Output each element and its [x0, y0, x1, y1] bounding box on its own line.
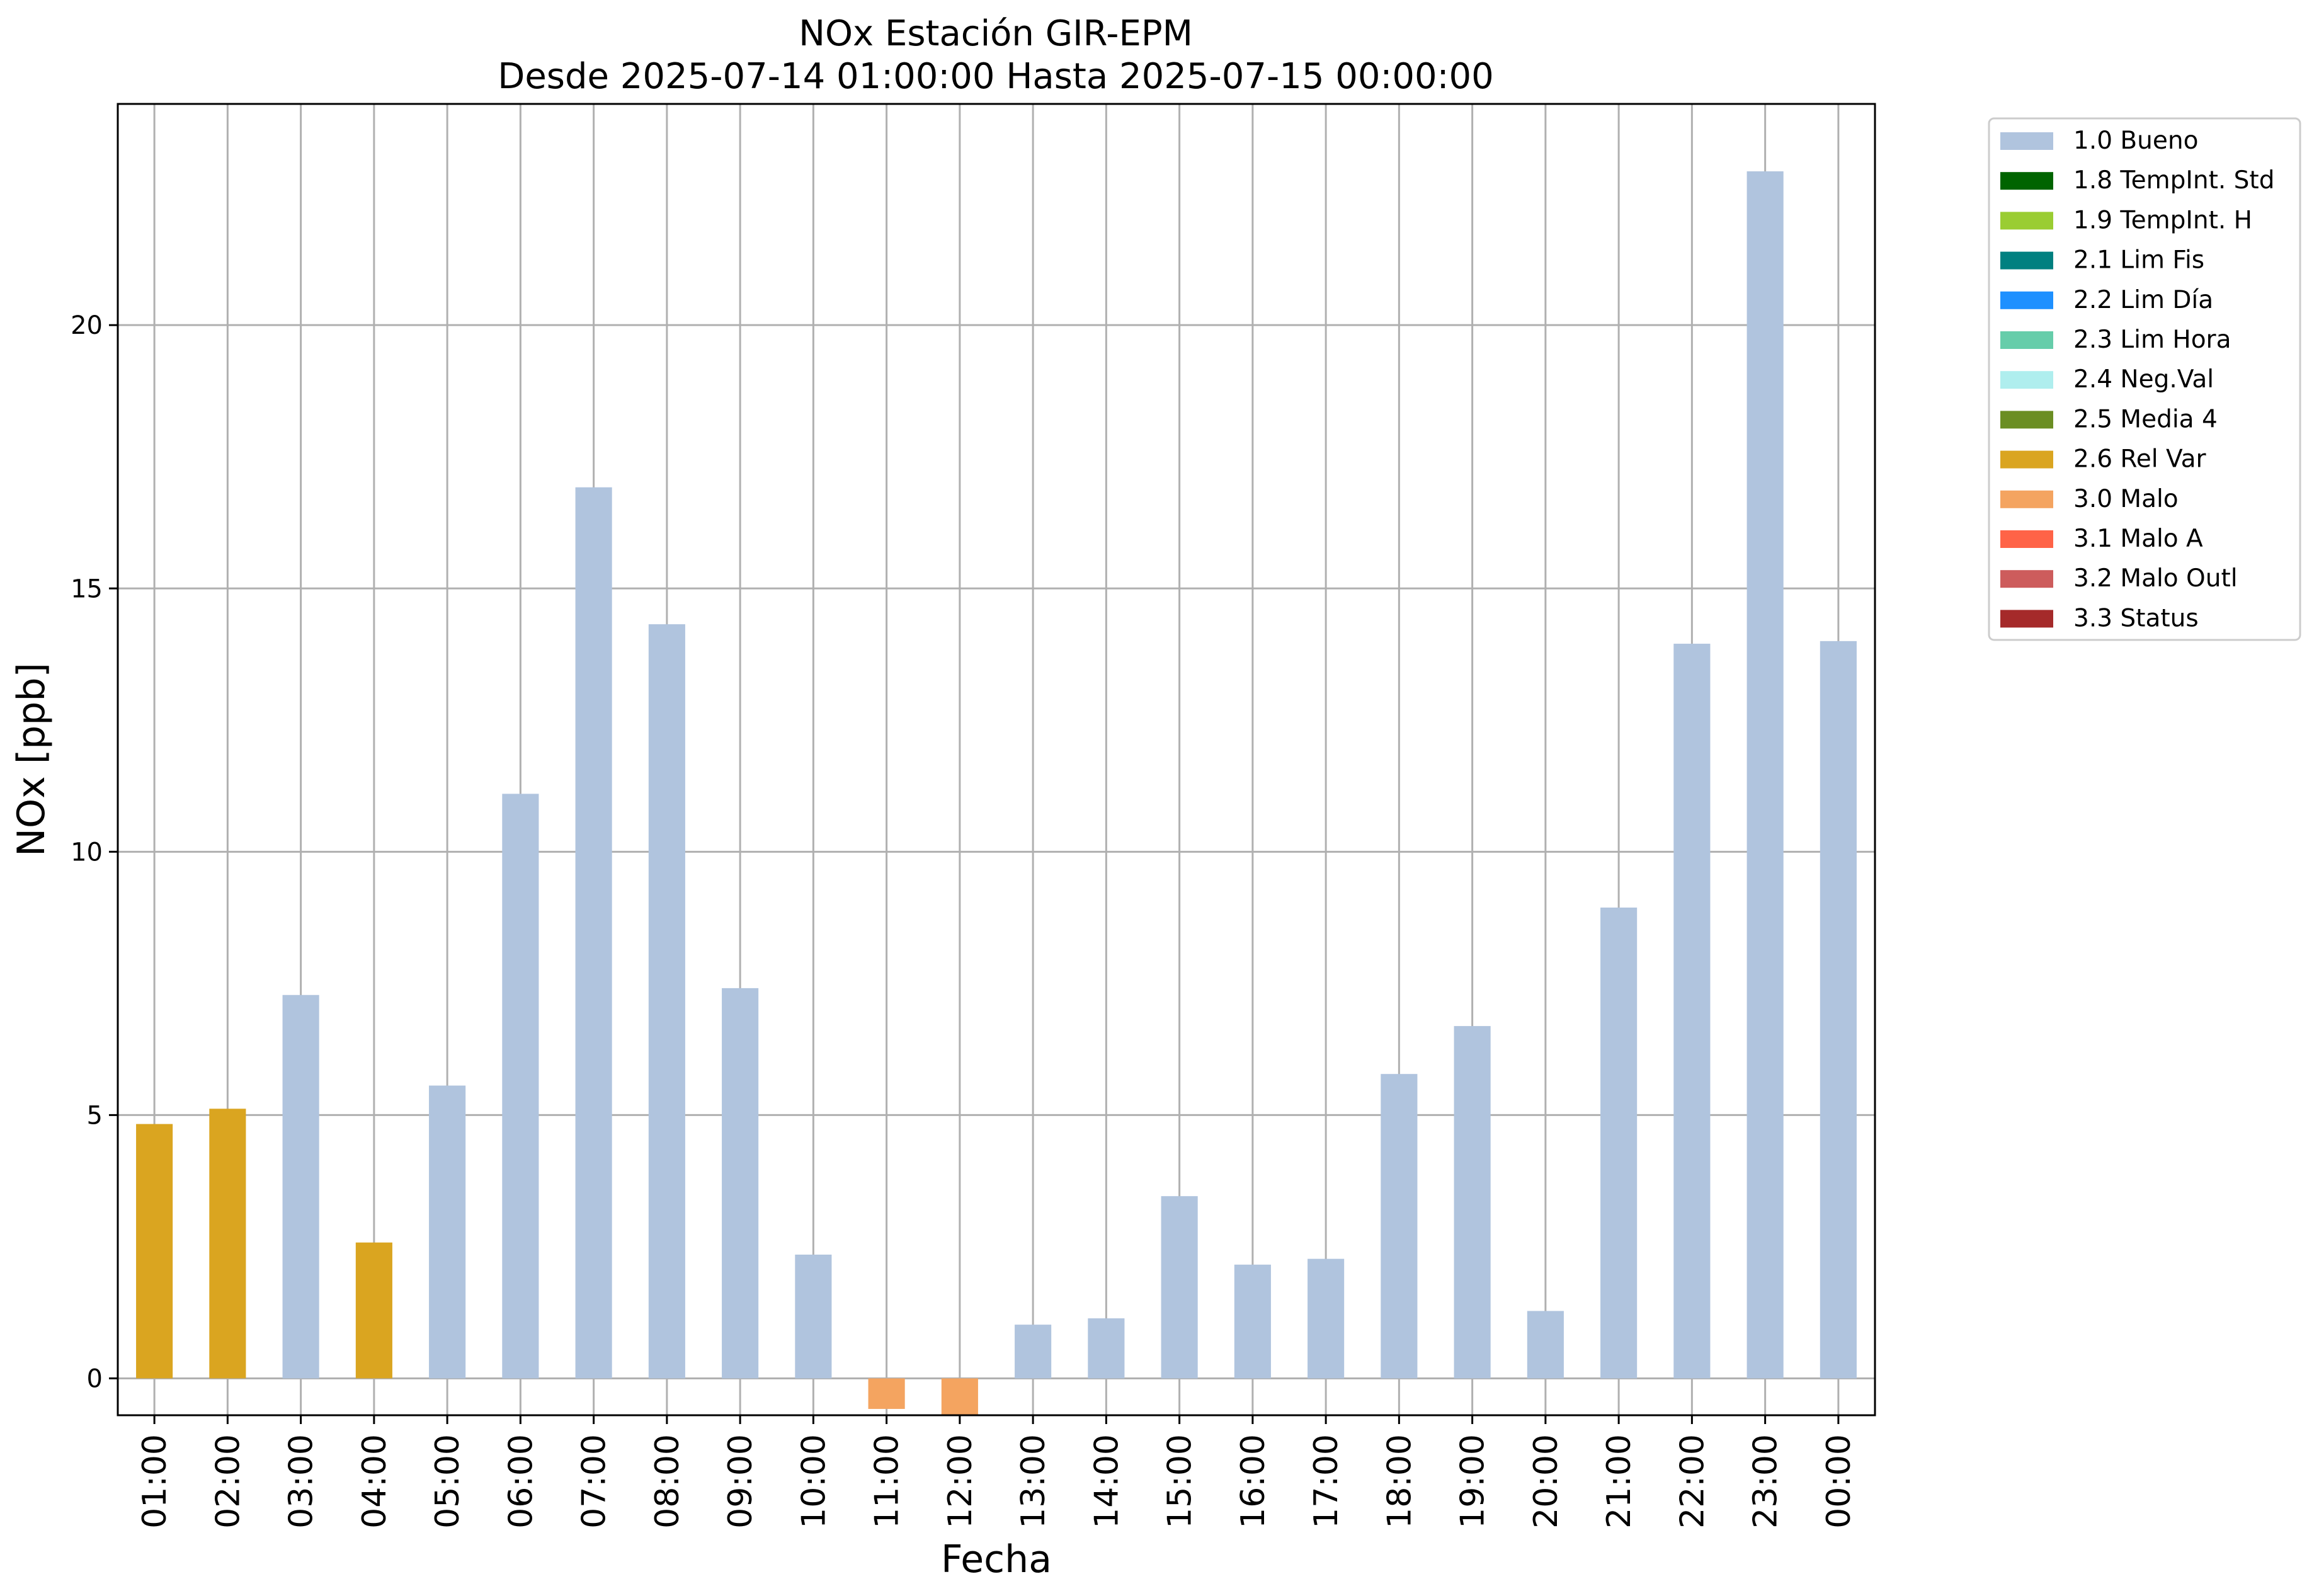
y-tick-label: 5	[87, 1101, 103, 1130]
legend-label: 3.3 Status	[2073, 604, 2199, 632]
bar-05:00	[429, 1085, 466, 1379]
legend-label: 2.5 Media 4	[2073, 405, 2218, 433]
legend-swatch	[2000, 132, 2053, 150]
x-tick-label: 09:00	[722, 1434, 760, 1529]
bar-01:00	[136, 1124, 173, 1379]
x-tick-label: 02:00	[209, 1434, 247, 1529]
bars-group	[136, 171, 1857, 1415]
legend-swatch	[2000, 490, 2053, 508]
bar-19:00	[1454, 1026, 1491, 1379]
legend-label: 2.4 Neg.Val	[2073, 365, 2214, 394]
legend-swatch	[2000, 450, 2053, 469]
x-tick-label: 00:00	[1820, 1434, 1858, 1529]
legend-swatch	[2000, 610, 2053, 628]
legend-swatch	[2000, 331, 2053, 349]
bar-10:00	[795, 1254, 832, 1379]
x-tick-label: 07:00	[576, 1434, 613, 1529]
x-tick-label: 04:00	[356, 1434, 394, 1529]
x-tick-label: 15:00	[1161, 1434, 1199, 1529]
x-tick-label: 11:00	[869, 1434, 906, 1529]
legend-label: 1.9 TempInt. H	[2073, 206, 2252, 234]
x-tick-label: 17:00	[1308, 1434, 1345, 1529]
legend-label: 1.0 Bueno	[2073, 127, 2198, 155]
legend-label: 3.2 Malo Outl	[2073, 564, 2238, 593]
legend-label: 3.0 Malo	[2073, 485, 2179, 513]
plot-frame	[117, 103, 1876, 1416]
x-tick-label: 21:00	[1600, 1434, 1638, 1529]
bar-20:00	[1527, 1311, 1564, 1379]
legend-label: 2.2 Lim Día	[2073, 286, 2213, 314]
x-tick-label: 23:00	[1747, 1434, 1785, 1529]
legend-label: 2.3 Lim Hora	[2073, 326, 2231, 354]
legend-swatch	[2000, 172, 2053, 190]
x-tick-label: 08:00	[649, 1434, 687, 1529]
y-axis-title: NOx [ppb]	[9, 663, 54, 857]
bar-11:00	[868, 1378, 905, 1409]
bar-22:00	[1673, 644, 1711, 1379]
x-tick-label: 06:00	[502, 1434, 540, 1529]
x-tick-label: 10:00	[795, 1434, 833, 1529]
x-tick-label: 20:00	[1527, 1434, 1565, 1529]
bar-15:00	[1161, 1196, 1198, 1379]
legend-swatch	[2000, 212, 2053, 230]
legend-swatch	[2000, 570, 2053, 588]
legend-label: 1.8 TempInt. Std	[2073, 166, 2274, 195]
legend: 1.0 Bueno 1.8 TempInt. Std 1.9 TempInt. H 2…	[1988, 117, 2301, 641]
bar-07:00	[575, 487, 612, 1379]
legend-label: 3.1 Malo A	[2073, 525, 2203, 553]
x-axis-ticks: 01:00 02:00 03:00 04:00 05:00 06:00 07:00 08:00…	[136, 1415, 1858, 1529]
bar-08:00	[648, 624, 685, 1379]
chart-title-line2: Desde 2025-07-14 01:00:00 Hasta 2025-07-…	[498, 56, 1494, 97]
x-axis-title: Fecha	[941, 1537, 1052, 1582]
bar-09:00	[722, 988, 759, 1379]
bar-13:00	[1015, 1325, 1052, 1379]
x-tick-label: 14:00	[1088, 1434, 1125, 1529]
x-tick-label: 16:00	[1234, 1434, 1272, 1529]
bar-16:00	[1234, 1264, 1271, 1379]
x-tick-label: 22:00	[1673, 1434, 1711, 1529]
legend-swatch	[2000, 251, 2053, 270]
x-tick-label: 01:00	[136, 1434, 174, 1529]
x-tick-label: 18:00	[1381, 1434, 1418, 1529]
x-tick-label: 13:00	[1015, 1434, 1052, 1529]
legend-label: 2.1 Lim Fis	[2073, 246, 2204, 275]
x-tick-label: 03:00	[283, 1434, 321, 1529]
legend-swatch	[2000, 291, 2053, 309]
bar-23:00	[1746, 171, 1784, 1379]
legend-swatch	[2000, 530, 2053, 548]
y-tick-label: 0	[87, 1364, 103, 1393]
legend-box	[1988, 117, 2301, 641]
legend-swatch	[2000, 371, 2053, 389]
bar-18:00	[1381, 1074, 1418, 1379]
legend-label: 2.6 Rel Var	[2073, 445, 2207, 474]
bar-04:00	[355, 1242, 392, 1379]
bar-02:00	[209, 1109, 246, 1379]
x-tick-label: 19:00	[1454, 1434, 1492, 1529]
y-tick-label: 10	[71, 838, 103, 867]
bar-17:00	[1308, 1258, 1345, 1379]
bar-21:00	[1600, 907, 1638, 1379]
x-tick-label: 12:00	[942, 1434, 979, 1529]
bar-12:00	[941, 1378, 978, 1415]
chart-title-line1: NOx Estación GIR-EPM	[799, 13, 1193, 54]
bar-03:00	[282, 995, 319, 1379]
y-tick-label: 20	[71, 311, 103, 340]
y-tick-label: 15	[71, 574, 103, 603]
y-axis-ticks: 0 5 10 15 20	[71, 311, 118, 1393]
legend-swatch	[2000, 411, 2053, 429]
bar-14:00	[1088, 1318, 1125, 1379]
bar-00:00	[1820, 641, 1857, 1379]
x-tick-label: 05:00	[429, 1434, 467, 1529]
bar-06:00	[502, 794, 539, 1379]
